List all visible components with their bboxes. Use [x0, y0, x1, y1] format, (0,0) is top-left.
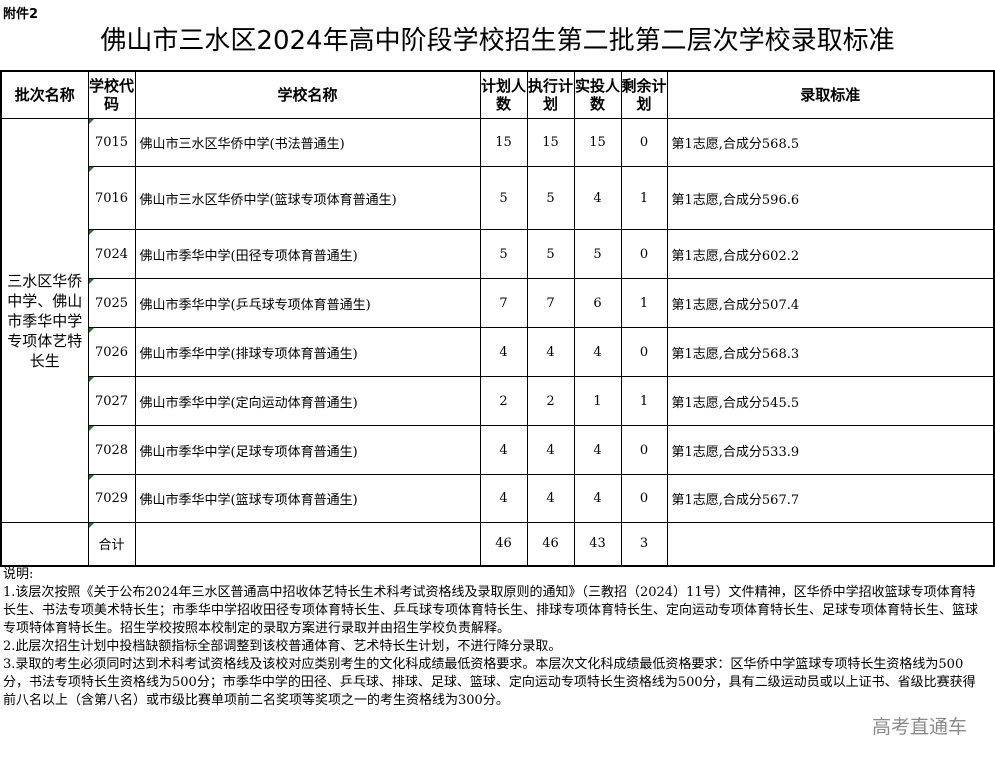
- admission-standard: 第1志愿,合成分533.9: [666, 425, 995, 475]
- exec-count: 7: [526, 278, 575, 328]
- actual-count: 5: [573, 229, 622, 279]
- header-exec: 执行计划: [526, 70, 575, 119]
- school-code: 7029: [87, 474, 136, 523]
- school-name: 佛山市季华中学(篮球专项体育普通生): [134, 474, 481, 523]
- table-row: 7024 佛山市季华中学(田径专项体育普通生) 5 5 5 0 第1志愿,合成分602.2: [1, 229, 995, 279]
- school-name: 佛山市季华中学(乒乓球专项体育普通生): [134, 278, 481, 328]
- remain-count: 0: [620, 327, 668, 377]
- plan-count: 5: [479, 229, 528, 279]
- note-2: 2.此层次招生计划中投档缺额指标全部调整到该校普通体育、艺术特长生计划，不进行降…: [3, 639, 562, 654]
- exec-count: 5: [526, 229, 575, 279]
- header-code: 学校代码: [87, 70, 136, 119]
- actual-count: 4: [573, 425, 622, 475]
- school-code: 7015: [87, 118, 136, 167]
- header-school: 学校名称: [134, 70, 481, 119]
- admission-standard: 第1志愿,合成分545.5: [666, 376, 995, 426]
- header-standard: 录取标准: [666, 70, 995, 119]
- page-title: 佛山市三水区2024年高中阶段学校招生第二批第二层次学校录取标准: [100, 26, 895, 56]
- total-row: 合计 46 46 43 3: [0, 522, 995, 566]
- exec-count: 4: [526, 327, 575, 377]
- school-code: 7016: [87, 166, 136, 230]
- watermark: 高考直通车: [871, 716, 967, 738]
- total-exec: 46: [526, 522, 575, 566]
- plan-count: 4: [479, 425, 528, 475]
- remain-count: 0: [620, 229, 668, 279]
- plan-count: 15: [479, 118, 528, 167]
- batch-name: 三水区华侨中学、佛山市季华中学专项体艺特长生: [0, 118, 89, 523]
- total-empty: [666, 522, 995, 566]
- table-row: 三水区华侨中学、佛山市季华中学专项体艺特长生 7015 佛山市三水区华侨中学(书法普…: [0, 118, 995, 523]
- exec-count: 4: [526, 425, 575, 475]
- note-3: 3.录取的考生必须同时达到术科考试资格线及该校对应类别考生的文化科成绩最低资格要…: [3, 657, 976, 708]
- table-row: 7027 佛山市季华中学(定向运动体育普通生) 2 2 1 1 第1志愿,合成分545.5: [1, 376, 995, 426]
- remain-count: 1: [620, 278, 668, 328]
- total-actual: 43: [573, 522, 622, 566]
- school-name: 佛山市季华中学(足球专项体育普通生): [134, 425, 481, 475]
- actual-count: 1: [573, 376, 622, 426]
- total-label: 合计: [87, 522, 136, 566]
- remain-count: 0: [620, 425, 668, 475]
- actual-count: 4: [573, 327, 622, 377]
- admission-standard: 第1志愿,合成分507.4: [666, 278, 995, 328]
- total-empty: [0, 522, 89, 566]
- exec-count: 15: [526, 118, 575, 167]
- table-row: 7029 佛山市季华中学(篮球专项体育普通生) 4 4 4 0 第1志愿,合成分567.7: [1, 474, 995, 523]
- school-code: 7027: [87, 376, 136, 426]
- header-plan: 计划人数: [479, 70, 528, 119]
- plan-count: 5: [479, 166, 528, 230]
- notes-heading: 说明:: [3, 567, 34, 582]
- total-empty: [134, 522, 481, 566]
- remain-count: 0: [620, 118, 668, 167]
- remain-count: 0: [620, 474, 668, 523]
- school-code: 7025: [87, 278, 136, 328]
- plan-count: 7: [479, 278, 528, 328]
- table-row: 7028 佛山市季华中学(足球专项体育普通生) 4 4 4 0 第1志愿,合成分533.9: [1, 425, 995, 475]
- plan-count: 4: [479, 327, 528, 377]
- school-code: 7026: [87, 327, 136, 377]
- school-code: 7028: [87, 425, 136, 475]
- remain-count: 1: [620, 166, 668, 230]
- notes: 说明: 1.该层次按照《关于公布2024年三水区普通高中招收体艺特长生术科考试资…: [3, 566, 988, 710]
- actual-count: 4: [573, 166, 622, 230]
- admission-standard: 第1志愿,合成分596.6: [666, 166, 995, 230]
- admission-standard: 第1志愿,合成分602.2: [666, 229, 995, 279]
- school-name: 佛山市三水区华侨中学(书法普通生): [134, 118, 481, 167]
- school-name: 佛山市季华中学(定向运动体育普通生): [134, 376, 481, 426]
- table-row: 7025 佛山市季华中学(乒乓球专项体育普通生) 7 7 6 1 第1志愿,合成分507.4: [1, 278, 995, 328]
- admission-standard: 第1志愿,合成分567.7: [666, 474, 995, 523]
- plan-count: 4: [479, 474, 528, 523]
- total-remain: 3: [620, 522, 668, 566]
- admission-table: 批次名称 学校代码 学校名称 计划人数 执行计划 实投人数 剩余计划 录取标准 …: [0, 70, 995, 567]
- remain-count: 1: [620, 376, 668, 426]
- exec-count: 4: [526, 474, 575, 523]
- header-remain: 剩余计划: [620, 70, 668, 119]
- actual-count: 6: [573, 278, 622, 328]
- actual-count: 4: [573, 474, 622, 523]
- attachment-label: 附件2: [3, 7, 39, 22]
- header-row: 批次名称 学校代码 学校名称 计划人数 执行计划 实投人数 剩余计划 录取标准: [0, 70, 995, 119]
- header-actual: 实投人数: [573, 70, 622, 119]
- school-name: 佛山市季华中学(排球专项体育普通生): [134, 327, 481, 377]
- admission-standard: 第1志愿,合成分568.5: [666, 118, 995, 167]
- school-name: 佛山市三水区华侨中学(篮球专项体育普通生): [134, 166, 481, 230]
- school-code: 7024: [87, 229, 136, 279]
- table-row: 7026 佛山市季华中学(排球专项体育普通生) 4 4 4 0 第1志愿,合成分568.3: [1, 327, 995, 377]
- note-1: 1.该层次按照《关于公布2024年三水区普通高中招收体艺特长生术科考试资格线及录…: [3, 585, 979, 636]
- actual-count: 15: [573, 118, 622, 167]
- plan-count: 2: [479, 376, 528, 426]
- admission-standard: 第1志愿,合成分568.3: [666, 327, 995, 377]
- school-name: 佛山市季华中学(田径专项体育普通生): [134, 229, 481, 279]
- exec-count: 5: [526, 166, 575, 230]
- table-row: 7016 佛山市三水区华侨中学(篮球专项体育普通生) 5 5 4 1 第1志愿,合成分596…: [1, 166, 995, 230]
- total-plan: 46: [479, 522, 528, 566]
- exec-count: 2: [526, 376, 575, 426]
- header-batch: 批次名称: [0, 70, 89, 119]
